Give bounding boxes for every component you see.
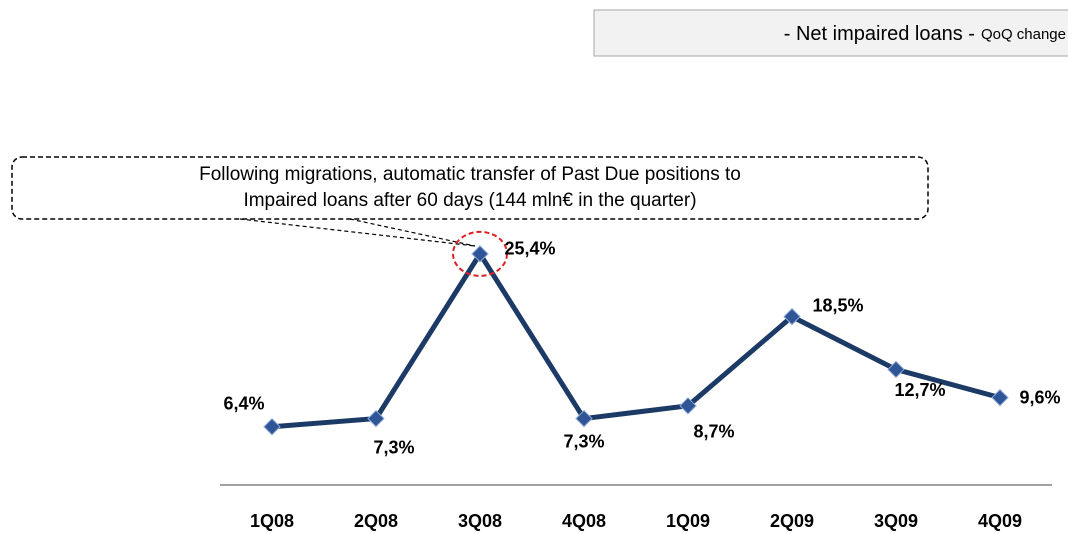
x-tick-label: 4Q09	[978, 511, 1022, 531]
annotation-pointer	[239, 218, 476, 247]
x-tick-label: 3Q08	[458, 511, 502, 531]
annotation: Following migrations, automatic transfer…	[199, 164, 741, 185]
x-tick-label: 2Q09	[770, 511, 814, 531]
marker	[263, 418, 281, 436]
chart-subtitle: QoQ change	[981, 26, 1066, 43]
x-tick-label: 1Q08	[250, 511, 294, 531]
highlight-circle	[452, 230, 508, 277]
header: - Net impaired loans - QoQ change	[784, 23, 1066, 45]
chart-title: - Net impaired loans -	[784, 23, 975, 45]
marker	[575, 409, 593, 428]
x-tick-label: 1Q09	[666, 511, 710, 531]
annotation-pointer	[349, 218, 476, 247]
marker	[367, 409, 385, 428]
marker	[887, 360, 905, 379]
data-label: 9,6%	[1019, 387, 1060, 407]
data-label: 8,7%	[693, 422, 734, 442]
annotation-box	[11, 156, 929, 220]
x-tick-label: 2Q08	[354, 511, 398, 531]
data-label: 7,3%	[563, 431, 604, 451]
data-label: 7,3%	[373, 437, 414, 457]
marker	[783, 307, 801, 326]
x-tick-label: 4Q08	[562, 511, 606, 531]
line	[271, 251, 1001, 430]
marker	[471, 245, 489, 263]
marker	[679, 397, 697, 415]
marker	[991, 388, 1009, 407]
annotation: Impaired loans after 60 days (144 mln€ i…	[243, 190, 696, 211]
data-label: 12,7%	[894, 380, 945, 400]
data-label: 18,5%	[812, 295, 863, 315]
x-tick-label: 3Q09	[874, 511, 918, 531]
data-label: 25,4%	[504, 239, 555, 259]
data-label: 6,4%	[223, 394, 264, 414]
header-box	[593, 9, 1068, 57]
